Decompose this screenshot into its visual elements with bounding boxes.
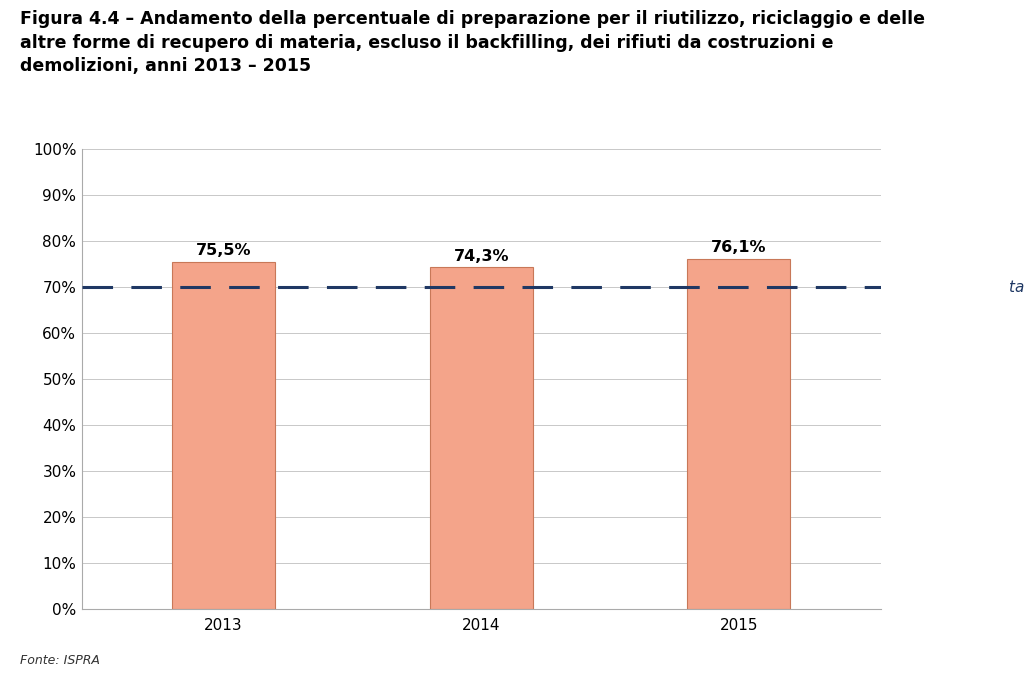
Text: 76,1%: 76,1% bbox=[712, 240, 767, 255]
Text: 75,5%: 75,5% bbox=[196, 243, 251, 258]
Bar bbox=[172, 262, 275, 609]
Text: target al 2020: target al 2020 bbox=[1010, 280, 1024, 294]
Bar bbox=[687, 259, 791, 609]
Text: Fonte: ISPRA: Fonte: ISPRA bbox=[20, 654, 100, 667]
Bar bbox=[430, 267, 532, 609]
Text: Figura 4.4 – Andamento della percentuale di preparazione per il riutilizzo, rici: Figura 4.4 – Andamento della percentuale… bbox=[20, 10, 926, 75]
Text: 74,3%: 74,3% bbox=[454, 248, 509, 263]
